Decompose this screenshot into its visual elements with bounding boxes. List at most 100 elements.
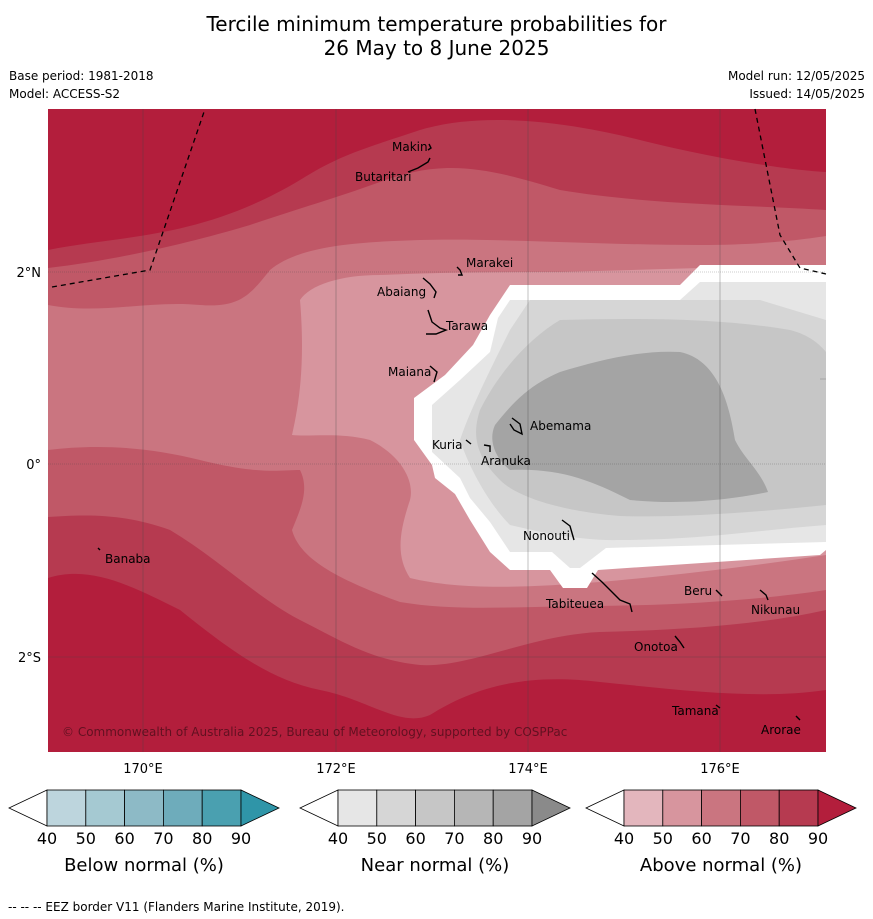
graticule [48, 109, 826, 752]
label-abemama: Abemama [530, 419, 591, 433]
colorbar-near-segment [337, 789, 378, 827]
lon-tick-172e: 172°E [316, 762, 356, 777]
colorbar-above-high-extend [817, 789, 857, 827]
colorbar-tick-label: 70 [153, 829, 173, 848]
map-title: Tercile minimum temperature probabilitie… [0, 12, 873, 60]
colorbar-near: 40 50 60 70 80 90 Near normal (%) [299, 789, 571, 876]
axis-labels: 170°E 172°E 174°E 176°E 2°N 0° 2°S [17, 266, 740, 777]
colorbar-below-segment [85, 789, 126, 827]
copyright-text: © Commonwealth of Australia 2025, Bureau… [62, 725, 567, 739]
island-maiana [429, 365, 438, 383]
colorbar-tick-label: 60 [691, 829, 711, 848]
near-70-zone [820, 378, 826, 380]
island-banaba [97, 547, 101, 551]
near-80-zone [492, 351, 768, 503]
colorbar-above-segment [623, 789, 664, 827]
colorbar-tick-label: 70 [730, 829, 750, 848]
colorbar-tick-label: 90 [808, 829, 828, 848]
model-run-text: Model run: 12/05/2025 [727, 69, 865, 83]
colorbar-below-segment [124, 789, 164, 827]
colorbar-near-segment [415, 789, 455, 827]
colorbar-above-segment [778, 789, 819, 827]
lat-tick-2s: 2°S [18, 651, 41, 666]
island-arorae [795, 715, 801, 721]
title-line-1: Tercile minimum temperature probabilitie… [206, 12, 667, 36]
island-aranuka [483, 444, 491, 452]
lat-tick-0: 0° [26, 458, 41, 473]
colorbar-near-low-extend [299, 789, 339, 827]
colorbar-tick-label: 40 [614, 829, 634, 848]
place-labels: Makin Butaritari Marakei Abaiang Tarawa … [105, 140, 801, 737]
colorbar-tick-label: 80 [192, 829, 212, 848]
colorbar-near-segment [492, 789, 533, 827]
colorbar-near-segment [376, 789, 416, 827]
lon-tick-170e: 170°E [123, 762, 163, 777]
island-butaritari [407, 157, 431, 173]
label-nikunau: Nikunau [751, 603, 800, 617]
colorbar-above-segment [701, 789, 741, 827]
colorbar-below-segment [201, 789, 242, 827]
label-beru: Beru [684, 584, 712, 598]
colorbar-near-segment [453, 789, 494, 827]
label-marakei: Marakei [466, 256, 513, 270]
island-tabiteuea [591, 572, 633, 613]
colorbar-above: 40 50 60 70 80 90 Above normal (%) [585, 789, 857, 876]
island-tarawa [426, 309, 449, 335]
colorbar-tick-label: 50 [367, 829, 387, 848]
island-nikunau [759, 589, 769, 601]
colorbar-tick-label: 50 [76, 829, 96, 848]
base-period-text: Base period: 1981-2018 [9, 69, 154, 83]
colorbar-above-segment [662, 789, 702, 827]
probability-fill [48, 109, 826, 752]
label-nonouti: Nonouti [523, 529, 570, 543]
label-banaba: Banaba [105, 552, 151, 566]
eez-border-east [754, 108, 827, 275]
island-tamana [715, 704, 721, 709]
label-abaiang: Abaiang [377, 285, 426, 299]
colorbar-below-segment [162, 789, 203, 827]
colorbar-tick-label: 80 [769, 829, 789, 848]
island-marakei [456, 266, 464, 276]
colorbar-tick-label: 70 [444, 829, 464, 848]
label-makin: Makin [392, 140, 428, 154]
island-beru [715, 589, 723, 597]
label-kuria: Kuria [432, 438, 463, 452]
colorbar-above-segment [740, 789, 780, 827]
label-aranuka: Aranuka [481, 454, 531, 468]
label-onotoa: Onotoa [634, 640, 678, 654]
label-maiana: Maiana [388, 365, 431, 379]
islands [97, 143, 801, 721]
colorbar-tick-label: 60 [405, 829, 425, 848]
colorbar-below: 40 50 60 70 80 90 Below normal (%) [8, 789, 280, 876]
colorbar-tick-label: 40 [328, 829, 348, 848]
eez-border-west [51, 108, 206, 288]
colorbar-below-low-extend [8, 789, 48, 827]
island-kuria [465, 439, 472, 445]
colorbar-tick-label: 60 [114, 829, 134, 848]
colorbar-near-label: Near normal (%) [361, 855, 510, 876]
label-tabiteuea: Tabiteuea [545, 597, 604, 611]
model-text: Model: ACCESS-S2 [9, 87, 121, 101]
island-onotoa [674, 635, 685, 649]
lat-tick-2n: 2°N [17, 266, 42, 281]
colorbar-tick-label: 40 [37, 829, 57, 848]
label-arorae: Arorae [761, 723, 801, 737]
lon-tick-174e: 174°E [508, 762, 548, 777]
colorbar-above-label: Above normal (%) [640, 855, 802, 876]
island-nonouti [561, 519, 575, 541]
colorbar-below-label: Below normal (%) [64, 855, 224, 876]
colorbar-tick-label: 90 [231, 829, 251, 848]
issued-text: Issued: 14/05/2025 [749, 87, 865, 101]
colorbar-near-high-extend [531, 789, 571, 827]
colorbar-tick-label: 80 [483, 829, 503, 848]
colorbar-tick-label: 50 [653, 829, 673, 848]
colorbar-tick-label: 90 [522, 829, 542, 848]
label-tamana: Tamana [671, 704, 719, 718]
eez-footnote: -- -- -- EEZ border V11 (Flanders Marine… [8, 900, 345, 914]
title-line-2: 26 May to 8 June 2025 [323, 36, 550, 60]
colorbar-above-low-extend [585, 789, 625, 827]
island-abaiang [422, 277, 437, 299]
label-tarawa: Tarawa [445, 319, 488, 333]
eez-border [51, 108, 827, 288]
